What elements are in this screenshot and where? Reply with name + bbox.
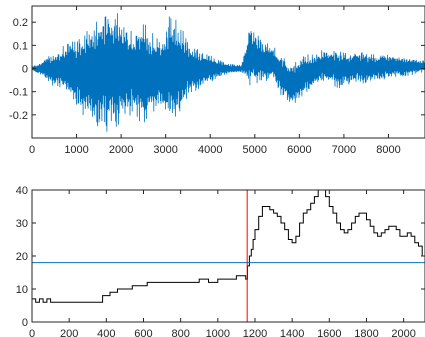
step-plot-x-tick-label: 200 xyxy=(60,328,78,337)
waveform-y-tick-label: 0.2 xyxy=(13,17,28,29)
step-plot-x-tick-label: 1600 xyxy=(317,328,341,337)
step-plot-y-tick-label: 30 xyxy=(16,218,28,230)
step-plot-x-tick-label: 800 xyxy=(171,328,189,337)
waveform-y-tick-label: -0.1 xyxy=(9,87,28,99)
waveform-series xyxy=(32,13,425,132)
waveform-line xyxy=(32,13,425,132)
waveform-plot: 0 1000 2000 3000 4000 5000 6000 7000 8000 -0.2 -0.… xyxy=(9,5,425,156)
waveform-x-tick-label: 7000 xyxy=(332,144,356,156)
waveform-x-tick-label: 6000 xyxy=(287,144,311,156)
waveform-axis-ticks: 0 1000 2000 3000 4000 5000 6000 7000 8000 -0.2 -0.… xyxy=(9,6,425,156)
step-plot-y-tick-label: 0 xyxy=(22,317,28,329)
waveform-axes-box xyxy=(31,5,425,139)
step-plot-x-tick-label: 600 xyxy=(134,328,152,337)
step-plot-x-tick-label: 0 xyxy=(29,328,35,337)
step-plot: 0 200 400 600 800 1000 1200 1400 1600 1800 2000 0 10… xyxy=(16,185,425,337)
step-plot-axis-ticks: 0 200 400 600 800 1000 1200 1400 1600 1800 2000 0 10… xyxy=(16,185,425,337)
waveform-y-tick-label: 0.1 xyxy=(13,40,28,52)
waveform-x-tick-label: 5000 xyxy=(243,144,267,156)
step-line xyxy=(32,190,425,303)
waveform-y-tick-label: 0 xyxy=(22,64,28,76)
step-plot-x-tick-label: 1400 xyxy=(280,328,304,337)
step-plot-x-tick-label: 2000 xyxy=(391,328,415,337)
step-plot-x-tick-label: 1800 xyxy=(354,328,378,337)
waveform-y-tick-label: -0.2 xyxy=(9,110,28,122)
waveform-x-tick-label: 1000 xyxy=(64,144,88,156)
waveform-x-tick-label: 3000 xyxy=(153,144,177,156)
step-plot-x-tick-label: 400 xyxy=(97,328,115,337)
step-plot-y-tick-label: 40 xyxy=(16,185,28,197)
step-plot-y-tick-label: 20 xyxy=(16,251,28,263)
waveform-x-tick-label: 8000 xyxy=(376,144,400,156)
step-plot-x-tick-label: 1000 xyxy=(206,328,230,337)
waveform-x-tick-label: 4000 xyxy=(198,144,222,156)
waveform-x-tick-label: 0 xyxy=(29,144,35,156)
waveform-x-tick-label: 2000 xyxy=(109,144,133,156)
step-plot-x-tick-label: 1200 xyxy=(243,328,267,337)
step-plot-series xyxy=(32,190,425,322)
step-plot-y-tick-label: 10 xyxy=(16,284,28,296)
